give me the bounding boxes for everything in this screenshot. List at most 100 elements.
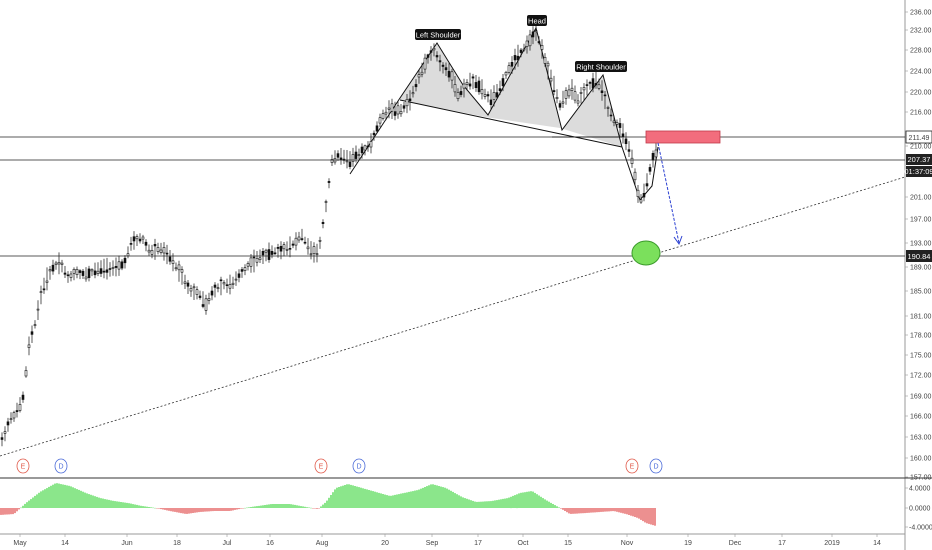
oscillator-bar <box>508 497 510 508</box>
oscillator-bar <box>172 508 174 512</box>
y-tick-label: 228.00 <box>910 48 932 55</box>
oscillator-bar <box>512 495 514 508</box>
oscillator-bar <box>386 495 388 508</box>
oscillator-bar <box>44 489 46 508</box>
earnings-marker[interactable]: E <box>314 458 328 474</box>
candle <box>294 232 298 251</box>
oscillator-bar <box>124 502 126 508</box>
oscillator-bar <box>608 508 610 512</box>
oscillator-bar <box>448 489 450 508</box>
oscillator-bar <box>368 490 370 508</box>
oscillator-bar <box>206 508 208 512</box>
oscillator-bar <box>562 508 564 510</box>
oscillator-bar <box>484 501 486 508</box>
candle <box>276 243 280 258</box>
candle <box>576 94 580 107</box>
left-shoulder-text: Left Shoulder <box>416 31 461 40</box>
candle <box>450 68 454 89</box>
oscillator-bar <box>238 508 240 510</box>
x-tick-label: Jul <box>223 540 232 547</box>
oscillator-bar <box>234 508 236 510</box>
oscillator-bar <box>2 508 4 515</box>
oscillator-bar <box>50 485 52 508</box>
oscillator-bar <box>578 508 580 514</box>
candle <box>510 56 514 74</box>
candle <box>105 257 109 280</box>
oscillator-bar <box>286 504 288 508</box>
dividend-marker[interactable]: D <box>649 458 663 474</box>
oscillator-bar <box>630 508 632 516</box>
oscillator-bar <box>300 506 302 508</box>
candle <box>51 259 55 275</box>
oscillator-bar <box>192 508 194 513</box>
oscillator-bar <box>106 499 108 508</box>
candle <box>426 53 430 64</box>
candle <box>468 72 472 90</box>
oscillator-bar <box>262 505 264 508</box>
oscillator-bar <box>196 508 198 513</box>
oscillator-bar <box>616 508 618 512</box>
candle <box>237 269 241 283</box>
oscillator-bar <box>560 508 562 509</box>
candle <box>288 236 292 258</box>
oscillator-bar <box>354 486 356 508</box>
oscillator-bar <box>442 487 444 508</box>
oscillator-bar <box>534 492 536 508</box>
oscillator-bar <box>278 504 280 508</box>
candle <box>189 284 193 297</box>
candle <box>366 141 370 152</box>
x-tick-label: 15 <box>564 540 572 547</box>
earnings-marker[interactable]: E <box>625 458 639 474</box>
earnings-marker[interactable]: E <box>16 458 30 474</box>
dividend-marker[interactable]: D <box>54 458 68 474</box>
candle <box>42 277 46 294</box>
candle <box>411 85 415 98</box>
oscillator-bar <box>594 508 596 513</box>
candle <box>168 250 172 265</box>
oscillator-bar <box>98 497 100 508</box>
oscillator-bar <box>276 504 278 508</box>
candle <box>420 62 424 78</box>
oscillator-bar <box>182 508 184 514</box>
candle <box>84 267 88 282</box>
candle <box>396 101 400 119</box>
event-marker-label: D <box>653 464 658 471</box>
oscillator-bar <box>320 506 322 508</box>
oscillator-bar <box>76 489 78 508</box>
oscillator-bar <box>268 504 270 508</box>
y-tick-label: 193.00 <box>910 241 932 248</box>
oscillator-bar <box>64 484 66 508</box>
candle <box>504 70 508 79</box>
candle <box>369 133 373 154</box>
oscillator-bar <box>100 498 102 508</box>
oscillator-bar <box>152 507 154 509</box>
candle <box>213 282 217 298</box>
candle <box>408 90 412 111</box>
candle <box>621 123 625 144</box>
candle <box>66 271 70 283</box>
oscillator-bar <box>302 506 304 508</box>
oscillator-bar <box>318 508 320 509</box>
dividend-marker[interactable]: D <box>352 458 366 474</box>
candle <box>582 83 586 101</box>
oscillator-bar <box>62 484 64 508</box>
oscillator-bar <box>6 508 8 515</box>
y-tick-label: 224.00 <box>910 69 932 76</box>
candle <box>639 194 643 204</box>
candle <box>546 60 550 80</box>
oscillator-bar <box>128 503 130 508</box>
candle <box>0 432 4 447</box>
oscillator-bar <box>622 508 624 514</box>
candle <box>624 132 628 151</box>
oscillator-bar <box>404 492 406 508</box>
candle <box>147 244 151 256</box>
candle <box>285 241 289 256</box>
candle <box>63 266 67 278</box>
oscillator-bar <box>340 486 342 508</box>
oscillator-bar <box>416 490 418 508</box>
oscillator-bar <box>542 498 544 508</box>
oscillator-bar <box>110 500 112 508</box>
x-tick-label: May <box>13 540 27 547</box>
oscillator-bar <box>632 508 634 517</box>
oscillator-bar <box>312 508 314 509</box>
